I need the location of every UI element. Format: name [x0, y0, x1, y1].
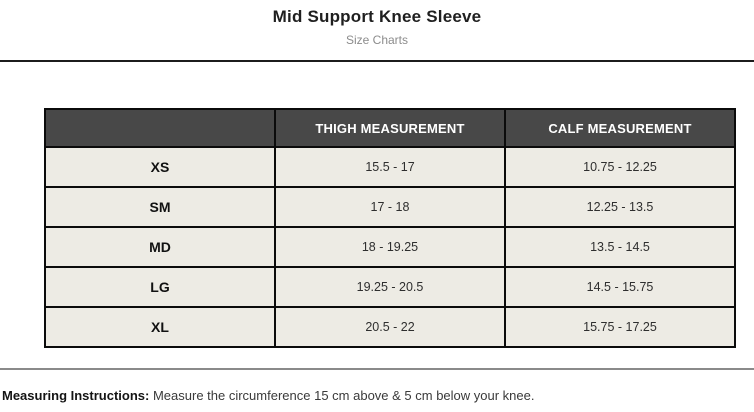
header-cell-thigh: THIGH MEASUREMENT: [274, 108, 506, 148]
measuring-instructions-text: Measure the circumference 15 cm above & …: [149, 388, 535, 403]
measuring-instructions: Measuring Instructions: Measure the circ…: [2, 388, 534, 403]
bottom-divider: [0, 368, 754, 370]
calf-cell: 12.25 - 13.5: [504, 186, 736, 228]
header-cell-size: [44, 108, 276, 148]
size-chart-table: THIGH MEASUREMENT CALF MEASUREMENT XS 15…: [44, 108, 736, 348]
table-row-lg: LG 19.25 - 20.5 14.5 - 15.75: [44, 266, 736, 308]
page-subtitle: Size Charts: [345, 33, 409, 47]
thigh-cell: 15.5 - 17: [274, 146, 506, 188]
calf-cell: 14.5 - 15.75: [504, 266, 736, 308]
table-body: XS 15.5 - 17 10.75 - 12.25 SM 17 - 18 12…: [44, 146, 736, 348]
measuring-instructions-label: Measuring Instructions:: [2, 388, 150, 403]
table-row-md: MD 18 - 19.25 13.5 - 14.5: [44, 226, 736, 268]
top-divider: [0, 60, 754, 62]
table-row-sm: SM 17 - 18 12.25 - 13.5: [44, 186, 736, 228]
calf-cell: 13.5 - 14.5: [504, 226, 736, 268]
header-row: THIGH MEASUREMENT CALF MEASUREMENT: [44, 108, 736, 148]
page-title: Mid Support Knee Sleeve: [272, 7, 482, 26]
thigh-cell: 17 - 18: [274, 186, 506, 228]
table-header: THIGH MEASUREMENT CALF MEASUREMENT: [44, 108, 736, 148]
size-cell: XL: [44, 306, 276, 348]
thigh-cell: 19.25 - 20.5: [274, 266, 506, 308]
size-cell: SM: [44, 186, 276, 228]
table-row-xl: XL 20.5 - 22 15.75 - 17.25: [44, 306, 736, 348]
thigh-cell: 18 - 19.25: [274, 226, 506, 268]
calf-cell: 15.75 - 17.25: [504, 306, 736, 348]
header-cell-calf: CALF MEASUREMENT: [504, 108, 736, 148]
calf-cell: 10.75 - 12.25: [504, 146, 736, 188]
thigh-cell: 20.5 - 22: [274, 306, 506, 348]
size-cell: LG: [44, 266, 276, 308]
size-cell: MD: [44, 226, 276, 268]
size-cell: XS: [44, 146, 276, 188]
table-row-xs: XS 15.5 - 17 10.75 - 12.25: [44, 146, 736, 188]
